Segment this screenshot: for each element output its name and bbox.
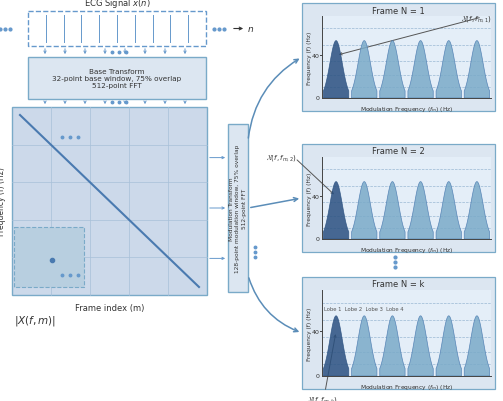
Text: 0: 0 [316,96,320,101]
Polygon shape [408,182,433,239]
Polygon shape [380,316,405,376]
Bar [12,108,207,295]
Text: Base Transform
32-point base window, 75% overlap
512-point FFT: Base Transform 32-point base window, 75%… [52,69,182,89]
Polygon shape [323,316,349,376]
Bar [302,145,495,252]
Text: 40: 40 [312,329,320,334]
Polygon shape [408,42,433,99]
Text: Frequency (f) (Hz): Frequency (f) (Hz) [307,31,312,85]
Polygon shape [380,42,405,99]
Polygon shape [464,42,489,99]
Text: Frame index (m): Frame index (m) [75,303,144,312]
Polygon shape [323,182,349,239]
Text: $\mathcal{X}(f, f_{m,k})$: $\mathcal{X}(f, f_{m,k})$ [307,394,338,401]
Polygon shape [464,182,489,239]
Polygon shape [323,42,349,99]
Text: ECG Signal $x(n)$: ECG Signal $x(n)$ [83,0,150,10]
Text: $\mathcal{X}(f, f_{m,2})$: $\mathcal{X}(f, f_{m,2})$ [266,153,297,162]
Bar [28,58,206,100]
Text: $|X(f,m)|$: $|X(f,m)|$ [14,313,56,327]
Polygon shape [436,182,461,239]
Text: 40: 40 [312,54,320,59]
Text: Modulation Transform
128-point modulation window, 75% overlap
512-point FFT: Modulation Transform 128-point modulatio… [229,144,247,273]
Text: Modulation Frequency ($f_m$) (Hz): Modulation Frequency ($f_m$) (Hz) [360,382,453,391]
Text: Frequency (f) (Hz): Frequency (f) (Hz) [307,306,312,360]
Polygon shape [352,182,377,239]
Polygon shape [436,42,461,99]
Polygon shape [352,316,377,376]
Text: 40: 40 [312,194,320,199]
Polygon shape [352,42,377,99]
Bar [322,17,491,99]
Text: Frame N = 2: Frame N = 2 [372,147,425,156]
Polygon shape [380,182,405,239]
Text: Frequency (f) (Hz): Frequency (f) (Hz) [307,172,312,225]
Bar [14,227,84,287]
Text: Lobe 1  Lobe 2  Lobe 3  Lobe 4: Lobe 1 Lobe 2 Lobe 3 Lobe 4 [324,307,403,312]
Bar [228,125,248,292]
Text: 0: 0 [316,374,320,379]
Text: $\mathcal{X}(f, f_{m,1})$: $\mathcal{X}(f, f_{m,1})$ [461,14,492,24]
Bar [302,277,495,389]
Bar [322,290,491,376]
Text: Frame N = k: Frame N = k [372,280,425,289]
Polygon shape [464,316,489,376]
Polygon shape [436,316,461,376]
Text: n: n [248,25,254,34]
Bar [28,12,206,47]
Polygon shape [408,316,433,376]
Text: Modulation Frequency ($f_m$) (Hz): Modulation Frequency ($f_m$) (Hz) [360,105,453,114]
Text: 0: 0 [316,237,320,242]
Bar [322,158,491,239]
Text: Frequency (f) (Hz): Frequency (f) (Hz) [0,167,7,236]
Bar [302,4,495,112]
Text: Frame N = 1: Frame N = 1 [372,6,425,16]
Text: Modulation Frequency ($f_m$) (Hz): Modulation Frequency ($f_m$) (Hz) [360,245,453,254]
